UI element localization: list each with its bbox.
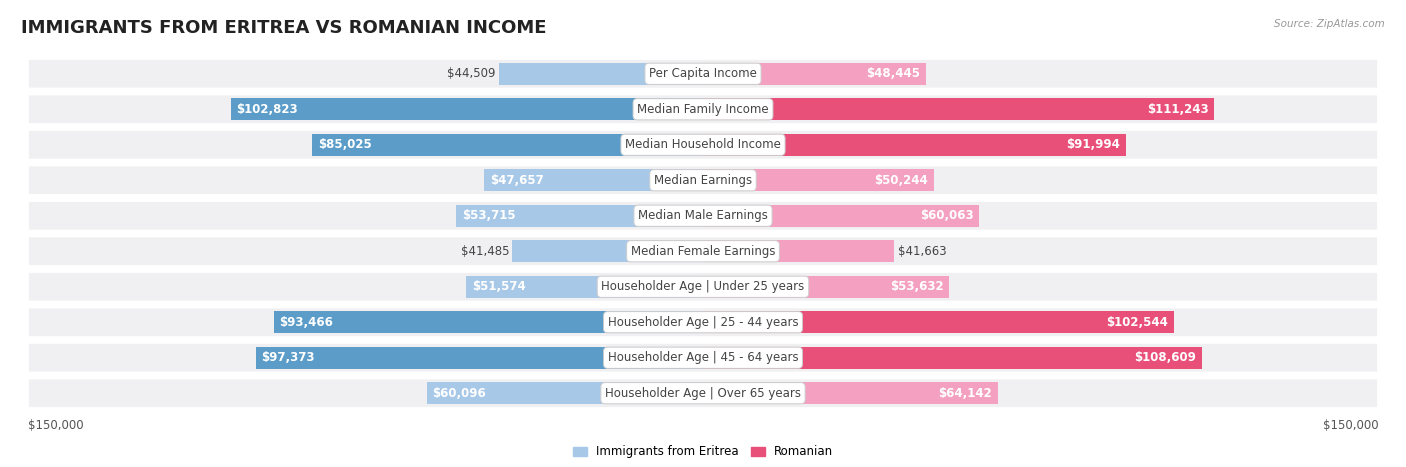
FancyBboxPatch shape: [28, 165, 1378, 195]
Text: Householder Age | Over 65 years: Householder Age | Over 65 years: [605, 387, 801, 400]
Text: Householder Age | Under 25 years: Householder Age | Under 25 years: [602, 280, 804, 293]
Text: $102,544: $102,544: [1107, 316, 1168, 329]
Bar: [499, 63, 703, 85]
Bar: [703, 240, 894, 262]
Bar: [703, 134, 1126, 156]
Bar: [703, 169, 934, 191]
Text: Householder Age | 45 - 64 years: Householder Age | 45 - 64 years: [607, 351, 799, 364]
Text: $97,373: $97,373: [262, 351, 315, 364]
Text: $85,025: $85,025: [318, 138, 371, 151]
Text: $60,096: $60,096: [433, 387, 486, 400]
FancyBboxPatch shape: [28, 236, 1378, 266]
FancyBboxPatch shape: [28, 307, 1378, 337]
Text: IMMIGRANTS FROM ERITREA VS ROMANIAN INCOME: IMMIGRANTS FROM ERITREA VS ROMANIAN INCO…: [21, 19, 547, 37]
Bar: [512, 240, 703, 262]
FancyBboxPatch shape: [28, 343, 1378, 373]
Text: $150,000: $150,000: [1323, 419, 1378, 432]
Bar: [703, 382, 998, 404]
Text: Median Family Income: Median Family Income: [637, 103, 769, 116]
Bar: [256, 347, 703, 369]
Text: Source: ZipAtlas.com: Source: ZipAtlas.com: [1274, 19, 1385, 28]
FancyBboxPatch shape: [28, 201, 1378, 231]
FancyBboxPatch shape: [28, 94, 1378, 124]
Bar: [703, 205, 979, 227]
Text: $41,485: $41,485: [461, 245, 509, 258]
Text: $50,244: $50,244: [875, 174, 928, 187]
Bar: [427, 382, 703, 404]
Text: Per Capita Income: Per Capita Income: [650, 67, 756, 80]
Bar: [457, 205, 703, 227]
Text: Median Household Income: Median Household Income: [626, 138, 780, 151]
FancyBboxPatch shape: [28, 59, 1378, 89]
Bar: [274, 311, 703, 333]
Legend: Immigrants from Eritrea, Romanian: Immigrants from Eritrea, Romanian: [572, 446, 834, 458]
Text: Median Female Earnings: Median Female Earnings: [631, 245, 775, 258]
Bar: [703, 311, 1174, 333]
Text: Median Male Earnings: Median Male Earnings: [638, 209, 768, 222]
FancyBboxPatch shape: [28, 272, 1378, 302]
Text: $53,632: $53,632: [890, 280, 943, 293]
Text: $91,994: $91,994: [1066, 138, 1121, 151]
Text: $111,243: $111,243: [1147, 103, 1208, 116]
Bar: [703, 98, 1213, 120]
FancyBboxPatch shape: [28, 130, 1378, 160]
Bar: [703, 63, 925, 85]
Bar: [703, 276, 949, 298]
Text: $93,466: $93,466: [280, 316, 333, 329]
Text: $60,063: $60,063: [920, 209, 973, 222]
Bar: [467, 276, 703, 298]
Text: Median Earnings: Median Earnings: [654, 174, 752, 187]
Bar: [231, 98, 703, 120]
Bar: [312, 134, 703, 156]
Text: $53,715: $53,715: [461, 209, 516, 222]
FancyBboxPatch shape: [28, 378, 1378, 408]
Bar: [484, 169, 703, 191]
Text: $48,445: $48,445: [866, 67, 920, 80]
Text: Householder Age | 25 - 44 years: Householder Age | 25 - 44 years: [607, 316, 799, 329]
Text: $108,609: $108,609: [1135, 351, 1197, 364]
Text: $47,657: $47,657: [489, 174, 543, 187]
Bar: [703, 347, 1202, 369]
Text: $102,823: $102,823: [236, 103, 298, 116]
Text: $150,000: $150,000: [28, 419, 83, 432]
Text: $44,509: $44,509: [447, 67, 495, 80]
Text: $64,142: $64,142: [938, 387, 993, 400]
Text: $51,574: $51,574: [471, 280, 526, 293]
Text: $41,663: $41,663: [898, 245, 946, 258]
